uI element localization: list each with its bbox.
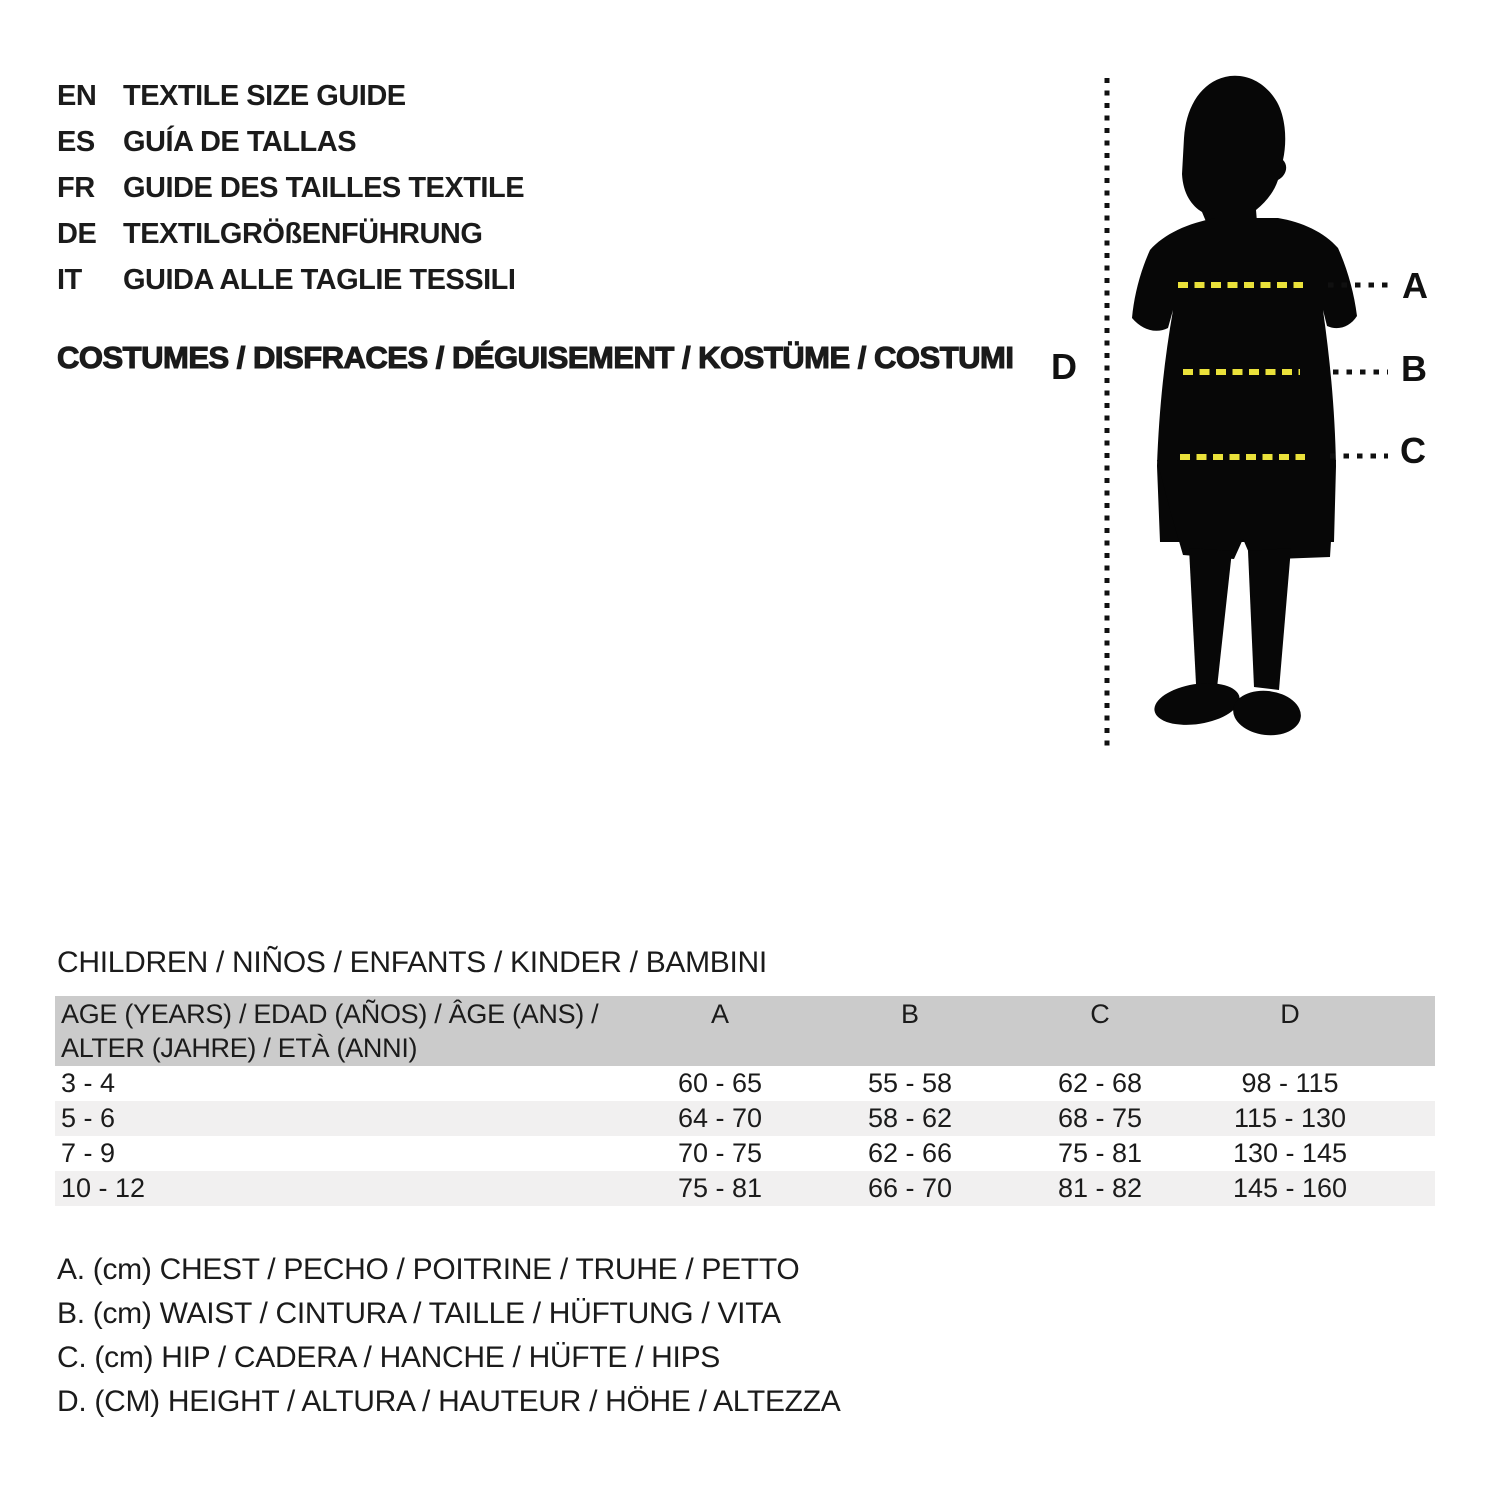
age-cell: 7 - 9 xyxy=(61,1138,116,1168)
column-header-d: D xyxy=(1280,999,1300,1029)
silhouette-right-shoe xyxy=(1233,690,1301,736)
child-silhouette-svg xyxy=(1104,75,1388,747)
column-header-b: B xyxy=(900,999,919,1029)
table-row: 3 - 4 60 - 65 55 - 58 62 - 68 98 - 115 xyxy=(55,1066,1435,1101)
waist-value: 66 - 70 xyxy=(867,1173,953,1203)
age-column-header: AGE (YEARS) / EDAD (AÑOS) / ÂGE (ANS) / … xyxy=(55,997,625,1066)
child-silhouette-figure xyxy=(1090,70,1430,760)
children-size-table: AGE (YEARS) / EDAD (AÑOS) / ÂGE (ANS) / … xyxy=(55,996,1435,1206)
measurement-legend: A. (cm) CHEST / PECHO / POITRINE / TRUHE… xyxy=(57,1248,841,1424)
language-row-de: DE TEXTILGRÖßENFÜHRUNG xyxy=(57,211,524,257)
table-row: 7 - 9 70 - 75 62 - 66 75 - 81 130 - 145 xyxy=(55,1136,1435,1171)
column-header-c: C xyxy=(1090,999,1110,1029)
waist-value: 55 - 58 xyxy=(867,1068,953,1098)
height-value: 130 - 145 xyxy=(1232,1138,1348,1168)
waist-value: 58 - 62 xyxy=(867,1103,953,1133)
silhouette-left-shoe xyxy=(1154,683,1240,725)
language-label: GUIDA ALLE TAGLIE TESSILI xyxy=(123,264,516,296)
measure-label-d: D xyxy=(1051,346,1077,387)
measure-label-b: B xyxy=(1401,348,1427,389)
language-code: IT xyxy=(57,264,82,296)
child-silhouette xyxy=(1132,75,1357,736)
hip-value: 75 - 81 xyxy=(1057,1138,1143,1168)
waist-value: 62 - 66 xyxy=(867,1138,953,1168)
language-code: EN xyxy=(57,80,97,112)
height-value: 98 - 115 xyxy=(1241,1068,1339,1098)
language-row-en: EN TEXTILE SIZE GUIDE xyxy=(57,73,524,119)
language-row-es: ES GUÍA DE TALLAS xyxy=(57,119,524,165)
measure-label-c: C xyxy=(1400,430,1426,471)
table-row: 5 - 6 64 - 70 58 - 62 68 - 75 115 - 130 xyxy=(55,1101,1435,1136)
hip-value: 68 - 75 xyxy=(1057,1103,1143,1133)
chest-value: 60 - 65 xyxy=(677,1068,763,1098)
language-label: GUÍA DE TALLAS xyxy=(123,126,357,158)
silhouette-shorts xyxy=(1157,460,1336,560)
hip-value: 81 - 82 xyxy=(1057,1173,1143,1203)
measure-label-a: A xyxy=(1402,265,1428,306)
age-cell: 3 - 4 xyxy=(61,1068,116,1098)
table-row: 10 - 12 75 - 81 66 - 70 81 - 82 145 - 16… xyxy=(55,1171,1435,1206)
language-label: TEXTILGRÖßENFÜHRUNG xyxy=(123,218,483,250)
height-value: 145 - 160 xyxy=(1232,1173,1348,1203)
language-row-it: IT GUIDA ALLE TAGLIE TESSILI xyxy=(57,257,524,303)
legend-hip: C. (cm) HIP / CADERA / HANCHE / HÜFTE / … xyxy=(57,1341,720,1374)
silhouette-left-leg xyxy=(1189,548,1232,688)
language-label: GUIDE DES TAILLES TEXTILE xyxy=(123,172,525,204)
language-guide: EN TEXTILE SIZE GUIDE ES GUÍA DE TALLAS … xyxy=(57,73,525,303)
language-code: FR xyxy=(57,172,95,204)
language-row-fr: FR GUIDE DES TAILLES TEXTILE xyxy=(57,165,525,211)
silhouette-right-leg xyxy=(1248,548,1291,690)
age-header-line1: AGE (YEARS) / EDAD (AÑOS) / ÂGE (ANS) / xyxy=(61,999,599,1029)
legend-waist: B. (cm) WAIST / CINTURA / TAILLE / HÜFTU… xyxy=(57,1297,781,1330)
age-cell: 5 - 6 xyxy=(61,1103,116,1133)
language-label: TEXTILE SIZE GUIDE xyxy=(123,80,406,112)
chest-value: 75 - 81 xyxy=(677,1173,763,1203)
column-header-a: A xyxy=(710,999,729,1029)
age-cell: 10 - 12 xyxy=(61,1173,146,1203)
leader-dotted-lines xyxy=(1328,282,1388,459)
table-header-row: AGE (YEARS) / EDAD (AÑOS) / ÂGE (ANS) / … xyxy=(55,996,1435,1066)
age-header-line2: ALTER (JAHRE) / ETÀ (ANNI) xyxy=(61,1033,418,1063)
silhouette-head xyxy=(1182,75,1287,234)
section-title-children: CHILDREN / NIÑOS / ENFANTS / KINDER / BA… xyxy=(57,946,767,979)
language-code: DE xyxy=(57,218,97,250)
chest-value: 70 - 75 xyxy=(677,1138,763,1168)
language-code: ES xyxy=(57,126,95,158)
category-title: COSTUMES / DISFRACES / DÉGUISEMENT / KOS… xyxy=(56,339,1014,375)
legend-height: D. (CM) HEIGHT / ALTURA / HAUTEUR / HÖHE… xyxy=(57,1385,841,1418)
legend-chest: A. (cm) CHEST / PECHO / POITRINE / TRUHE… xyxy=(57,1253,800,1286)
hip-value: 62 - 68 xyxy=(1057,1068,1143,1098)
chest-value: 64 - 70 xyxy=(677,1103,763,1133)
yellow-measure-dashes xyxy=(1178,282,1305,460)
height-value: 115 - 130 xyxy=(1233,1103,1347,1133)
